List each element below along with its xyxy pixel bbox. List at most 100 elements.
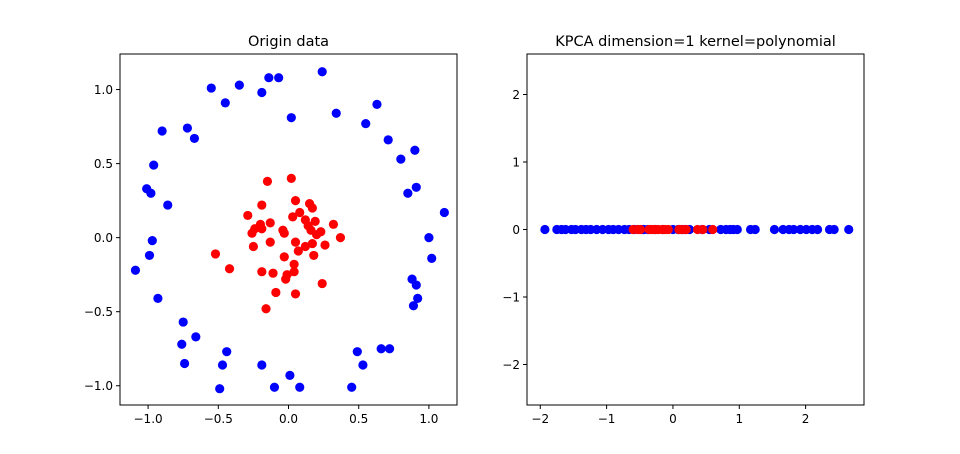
- y-tick-label: 0.0: [94, 231, 113, 245]
- scatter-point: [383, 135, 393, 145]
- scatter-point: [257, 87, 267, 98]
- scatter-point: [376, 344, 386, 354]
- scatter-point: [352, 347, 362, 357]
- scatter-point: [427, 253, 437, 263]
- scatter-point: [300, 241, 310, 252]
- scatter-point: [144, 250, 155, 261]
- scatter-point: [347, 382, 357, 392]
- data-points: [540, 224, 854, 235]
- scatter-point: [317, 67, 327, 77]
- scatter-point: [130, 265, 141, 275]
- scatter-point: [178, 317, 188, 327]
- scatter-point: [220, 98, 230, 108]
- scatter-point: [265, 237, 275, 247]
- y-tick-label: −2: [502, 358, 520, 372]
- scatter-point: [372, 99, 382, 109]
- scatter-point: [289, 267, 299, 277]
- scatter-point: [310, 216, 320, 226]
- scatter-point: [293, 246, 303, 256]
- scatter-point: [191, 332, 201, 342]
- scatter-point: [439, 207, 449, 218]
- scatter-point: [224, 264, 235, 274]
- scatter-point: [309, 250, 319, 261]
- scatter-point: [285, 370, 295, 380]
- y-tick-label: −0.5: [84, 305, 113, 319]
- scatter-point: [358, 360, 368, 370]
- scatter-point: [153, 293, 163, 303]
- scatter-point: [317, 278, 327, 289]
- scatter-point: [411, 280, 421, 290]
- scatter-point: [732, 224, 742, 235]
- scatter-point: [635, 224, 646, 235]
- scatter-point: [307, 238, 317, 249]
- scatter-point: [149, 160, 159, 170]
- left-subplot-origin-data: Origin data −1.0 −0.5 0.0 0.5 1.0 −1.0 −0.5 0.0 0…: [84, 34, 458, 426]
- scatter-point: [281, 274, 291, 284]
- scatter-point: [247, 228, 257, 238]
- scatter-point: [290, 237, 301, 247]
- scatter-point: [286, 173, 296, 184]
- y-tick-label: 0.5: [94, 157, 113, 171]
- scatter-point: [279, 252, 289, 262]
- scatter-point: [413, 293, 423, 303]
- scatter-point: [385, 344, 395, 354]
- scatter-point: [328, 219, 339, 229]
- scatter-point: [698, 224, 708, 235]
- scatter-point: [410, 145, 420, 155]
- y-tick-label: −1.0: [84, 379, 113, 393]
- scatter-point: [829, 224, 839, 235]
- y-tick-label: 1.0: [94, 83, 113, 97]
- scatter-point: [257, 360, 267, 370]
- scatter-point: [215, 384, 225, 394]
- scatter-point: [403, 188, 413, 198]
- scatter-point: [335, 233, 346, 243]
- scatter-point: [361, 119, 371, 129]
- scatter-point: [274, 73, 284, 83]
- scatter-point: [269, 382, 280, 392]
- scatter-point: [289, 259, 299, 269]
- scatter-point: [681, 224, 691, 235]
- scatter-point: [279, 228, 289, 238]
- scatter-point: [271, 287, 281, 298]
- scatter-point: [424, 233, 434, 243]
- x-tick-label: −1: [598, 412, 616, 426]
- x-tick-label: 0.0: [279, 412, 298, 426]
- x-tick-label: 1.0: [419, 412, 438, 426]
- scatter-point: [844, 224, 854, 235]
- scatter-point: [288, 212, 298, 222]
- scatter-point: [206, 83, 216, 93]
- scatter-point: [262, 176, 273, 186]
- scatter-point: [217, 360, 228, 370]
- scatter-point: [257, 267, 267, 277]
- right-subplot-kpca: KPCA dimension=1 kernel=polynomial −2 −1 0 1…: [502, 34, 865, 426]
- scatter-point: [290, 289, 301, 299]
- scatter-point: [789, 224, 799, 235]
- scatter-point: [147, 236, 157, 246]
- scatter-point: [769, 224, 780, 235]
- x-tick-label: 1: [735, 412, 743, 426]
- y-tick-label: 2: [512, 88, 520, 102]
- y-tick-label: 0: [512, 223, 520, 237]
- scatter-point: [295, 207, 305, 218]
- x-tick-label: −0.5: [204, 412, 233, 426]
- scatter-point: [210, 249, 221, 259]
- scatter-point: [146, 188, 156, 198]
- chart-title: KPCA dimension=1 kernel=polynomial: [555, 34, 836, 50]
- scatter-point: [750, 224, 760, 235]
- scatter-point: [812, 224, 823, 235]
- data-points: [130, 67, 449, 394]
- scatter-point: [286, 113, 296, 123]
- scatter-point: [257, 224, 267, 234]
- scatter-point: [222, 347, 232, 357]
- scatter-point: [268, 268, 278, 278]
- scatter-point: [311, 230, 322, 240]
- x-tick-label: 0: [669, 412, 677, 426]
- scatter-point: [179, 358, 190, 369]
- scatter-point: [189, 133, 200, 144]
- y-tick-label: 1: [512, 155, 520, 169]
- scatter-point: [157, 126, 167, 136]
- x-tick-label: −2: [531, 412, 549, 426]
- scatter-point: [261, 304, 271, 314]
- x-tick-label: 2: [802, 412, 810, 426]
- scatter-point: [243, 210, 253, 221]
